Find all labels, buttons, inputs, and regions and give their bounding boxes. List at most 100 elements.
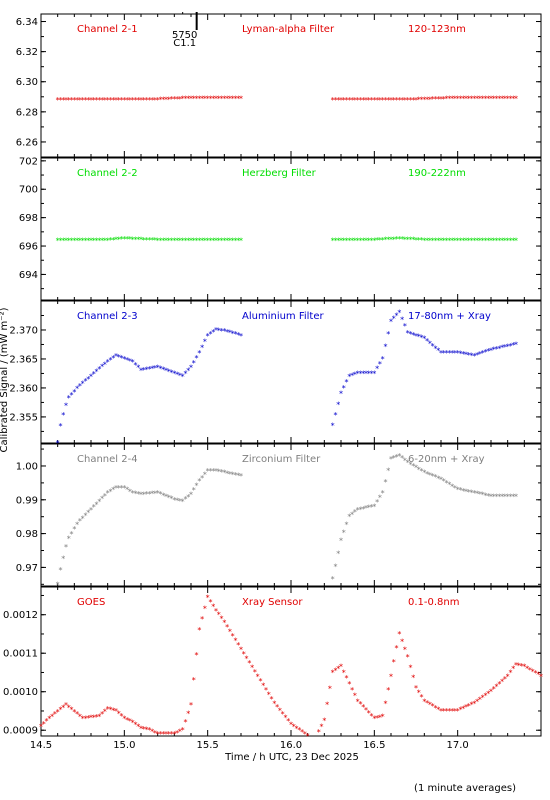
data-point: * <box>133 490 137 499</box>
data-point: * <box>131 96 135 105</box>
data-point: * <box>220 468 224 477</box>
data-point: * <box>211 236 215 245</box>
data-point: * <box>508 236 512 245</box>
data-point: * <box>100 96 104 105</box>
data-point: * <box>114 707 118 716</box>
data-point: * <box>500 677 504 686</box>
data-point: * <box>389 96 393 105</box>
y-tick-label: 0.97 <box>16 563 38 574</box>
data-point: * <box>522 663 526 672</box>
data-point: * <box>64 401 68 410</box>
data-point: * <box>350 510 354 519</box>
data-point: * <box>181 497 185 506</box>
data-point: * <box>161 366 165 375</box>
data-point: * <box>53 710 57 719</box>
data-point: * <box>483 94 487 103</box>
data-point: * <box>56 580 60 589</box>
data-point: * <box>170 495 174 504</box>
panel-frame <box>40 13 542 158</box>
data-point: * <box>245 654 249 663</box>
data-point: * <box>72 388 76 397</box>
data-point: * <box>333 96 337 105</box>
data-point: * <box>347 96 351 105</box>
data-point: * <box>108 96 112 105</box>
data-point: * <box>442 707 446 716</box>
data-point: * <box>217 326 221 335</box>
data-point: * <box>339 536 343 545</box>
data-point: * <box>89 372 93 381</box>
data-point: * <box>217 236 221 245</box>
data-point: * <box>400 638 404 647</box>
panel-1: 6.26 6.28 6.30 6.32 6.34 Channel 2-1 Lyman-alp… <box>16 12 542 158</box>
data-point: * <box>150 728 154 737</box>
data-point: * <box>395 644 399 653</box>
data-point: * <box>370 712 374 721</box>
data-point: * <box>197 236 201 245</box>
panel-label: Zirconium Filter <box>242 454 321 465</box>
data-point: * <box>481 693 485 702</box>
data-point: * <box>220 615 224 624</box>
data-point: * <box>239 236 243 245</box>
data-point: * <box>456 707 460 716</box>
data-point: * <box>95 236 99 245</box>
data-point: * <box>225 236 229 245</box>
data-point: * <box>120 484 124 493</box>
data-point: * <box>417 333 421 342</box>
data-point: * <box>436 705 440 714</box>
data-point: * <box>183 369 187 378</box>
data-point: * <box>95 713 99 722</box>
data-point: * <box>503 343 507 352</box>
data-point: * <box>456 349 460 358</box>
data-point: * <box>236 641 240 650</box>
data-point: * <box>222 469 226 478</box>
data-point: * <box>61 703 65 712</box>
data-point: * <box>278 706 282 715</box>
data-point: * <box>381 96 385 105</box>
data-point: * <box>106 705 110 714</box>
data-point: * <box>70 530 74 539</box>
data-point: * <box>500 236 504 245</box>
data-point: * <box>481 491 485 500</box>
data-point: * <box>331 236 335 245</box>
data-point: * <box>39 722 43 731</box>
data-point: * <box>472 236 476 245</box>
data-point: * <box>67 534 71 543</box>
data-point: * <box>64 701 68 710</box>
data-point: * <box>420 467 424 476</box>
data-point: * <box>472 489 476 498</box>
data-point: * <box>233 236 237 245</box>
data-point: * <box>264 686 268 695</box>
data-point: * <box>470 488 474 497</box>
data-point: * <box>403 96 407 105</box>
data-point: * <box>386 686 390 695</box>
data-point: * <box>89 236 93 245</box>
data-point: * <box>228 329 232 338</box>
data-point: * <box>472 352 476 361</box>
data-point: * <box>358 96 362 105</box>
data-point: * <box>306 732 310 741</box>
data-point: * <box>195 236 199 245</box>
data-point: * <box>383 699 387 708</box>
data-point: * <box>56 708 60 717</box>
data-point: * <box>186 493 190 502</box>
data-point: * <box>372 369 376 378</box>
data-point: * <box>345 236 349 245</box>
data-point: * <box>186 367 190 376</box>
data-point: * <box>531 668 535 677</box>
data-point: * <box>395 311 399 320</box>
data-point: * <box>428 701 432 710</box>
y-tick-label: 6.32 <box>16 47 38 58</box>
data-point: * <box>217 468 221 477</box>
data-point: * <box>356 697 360 706</box>
data-point: * <box>183 95 187 104</box>
data-point: * <box>92 96 96 105</box>
data-point: * <box>320 722 324 731</box>
data-point: * <box>336 400 340 409</box>
data-point: * <box>86 96 90 105</box>
data-point: * <box>83 512 87 521</box>
data-point: * <box>106 358 110 367</box>
data-point: * <box>397 630 401 639</box>
data-point: * <box>178 497 182 506</box>
data-point: * <box>342 528 346 537</box>
data-point: * <box>136 722 140 731</box>
